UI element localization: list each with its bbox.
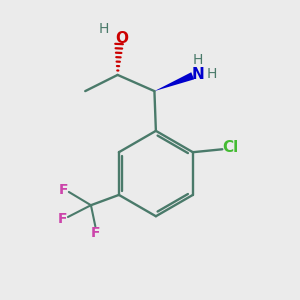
Polygon shape [154,72,194,91]
Text: N: N [191,67,204,82]
Text: H: H [207,67,217,81]
Text: Cl: Cl [222,140,239,155]
Text: F: F [59,183,68,196]
Text: F: F [91,226,101,240]
Text: H: H [99,22,109,36]
Text: F: F [58,212,68,226]
Text: H: H [193,53,203,68]
Text: O: O [115,31,128,46]
